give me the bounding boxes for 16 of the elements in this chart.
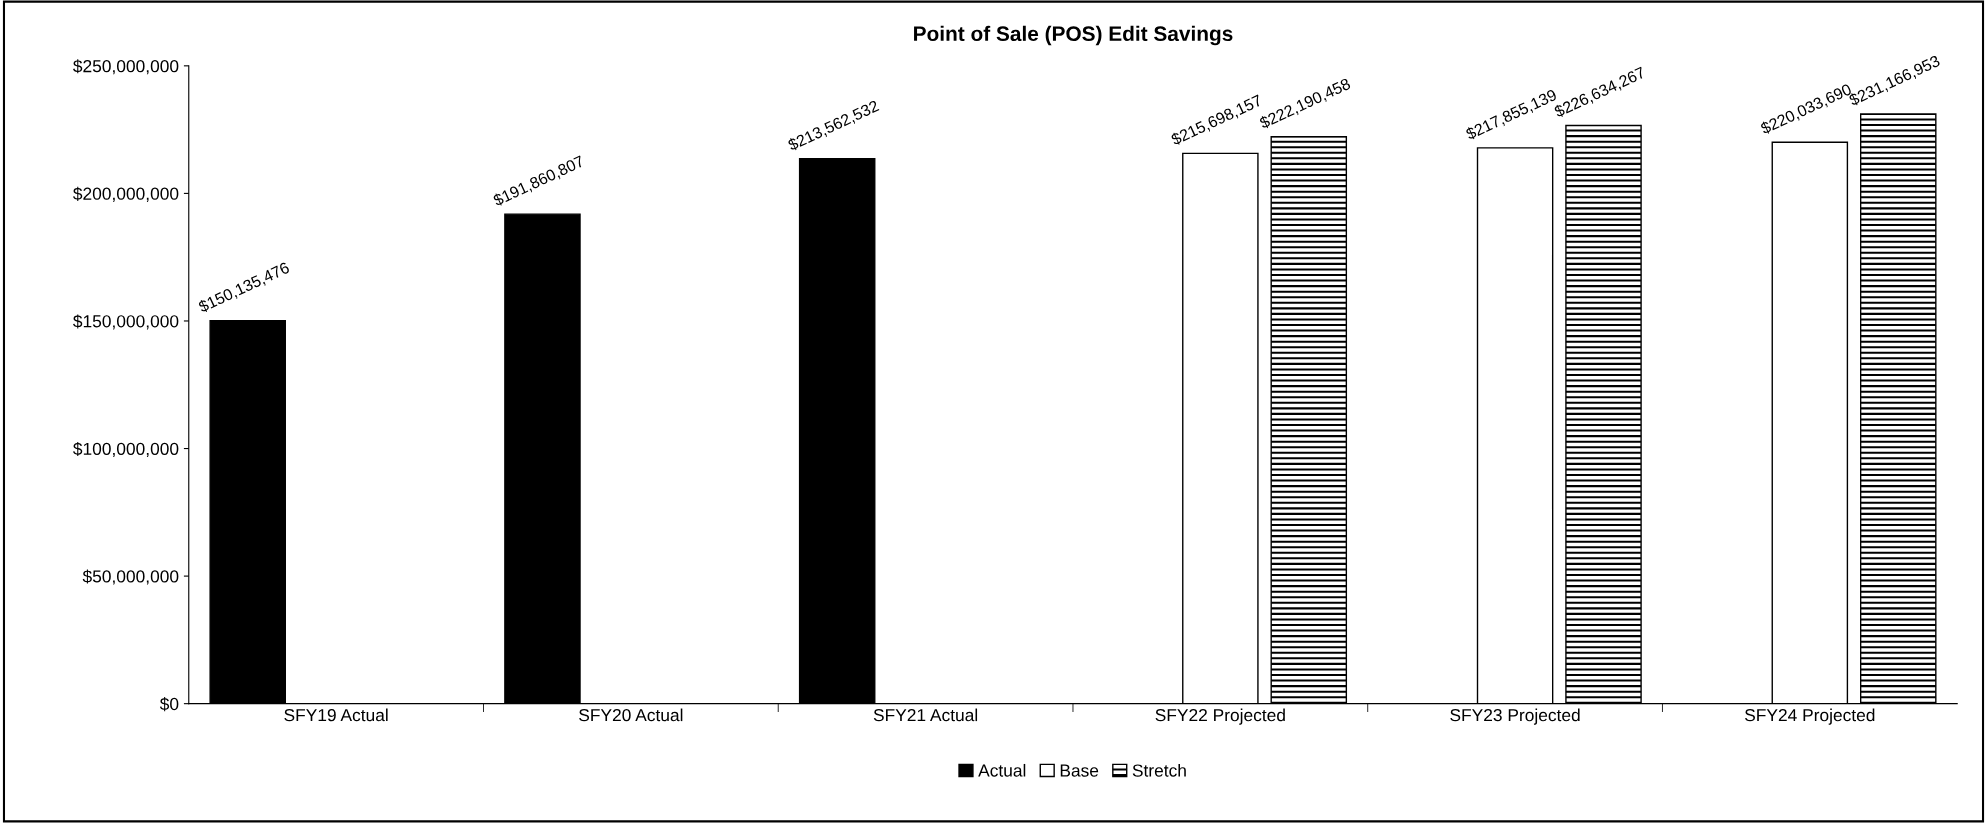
y-tick-label: $200,000,000 bbox=[73, 186, 179, 202]
chart-title: Point of Sale (POS) Edit Savings bbox=[914, 25, 1233, 46]
y-tick-label: $250,000,000 bbox=[73, 59, 179, 75]
y-tick-label: $100,000,000 bbox=[73, 441, 179, 458]
x-tick-label: SFY19 Actual bbox=[284, 708, 388, 722]
x-tick-label: SFY23 Projected bbox=[1450, 708, 1580, 725]
y-tick-label: $50,000,000 bbox=[82, 569, 179, 585]
x-tick-label: SFY21 Actual bbox=[873, 708, 978, 722]
y-tick-label: $0 bbox=[159, 697, 179, 712]
y-tick-label: $150,000,000 bbox=[73, 314, 179, 330]
x-tick-label: SFY24 Projected bbox=[1745, 708, 1875, 725]
legend-label: Stretch bbox=[1132, 763, 1186, 777]
x-tick-label: SFY20 Actual bbox=[579, 708, 683, 722]
x-tick-label: SFY22 Projected bbox=[1155, 708, 1285, 725]
legend-label: Actual bbox=[978, 763, 1026, 777]
legend-label: Base bbox=[1060, 764, 1099, 777]
